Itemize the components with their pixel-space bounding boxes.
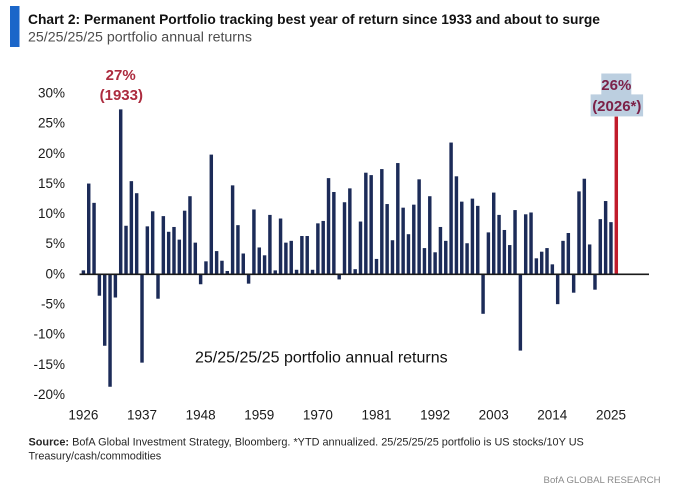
svg-text:-5%: -5% — [41, 297, 65, 312]
svg-text:15%: 15% — [38, 176, 65, 191]
svg-text:2014: 2014 — [537, 408, 568, 423]
svg-text:25%: 25% — [38, 116, 65, 131]
svg-text:1970: 1970 — [303, 408, 333, 423]
svg-text:0%: 0% — [45, 266, 65, 281]
svg-text:26%: 26% — [601, 77, 631, 94]
svg-text:1926: 1926 — [68, 408, 98, 423]
svg-text:10%: 10% — [38, 206, 65, 221]
svg-text:-15%: -15% — [33, 357, 65, 372]
svg-text:1981: 1981 — [361, 408, 391, 423]
svg-text:1937: 1937 — [127, 408, 157, 423]
svg-text:-20%: -20% — [33, 387, 65, 402]
svg-text:1992: 1992 — [420, 408, 450, 423]
svg-text:-10%: -10% — [33, 327, 65, 342]
svg-text:25/25/25/25 portfolio annual r: 25/25/25/25 portfolio annual returns — [195, 350, 448, 367]
svg-text:1959: 1959 — [244, 408, 274, 423]
svg-text:27%: 27% — [106, 67, 136, 84]
svg-text:2025: 2025 — [596, 408, 626, 423]
svg-text:(1933): (1933) — [100, 87, 143, 104]
svg-text:5%: 5% — [45, 236, 65, 251]
svg-text:20%: 20% — [38, 146, 65, 161]
svg-text:Source: BofA Global Investment: Source: BofA Global Investment Strategy,… — [29, 437, 584, 449]
svg-text:25/25/25/25 portfolio annual r: 25/25/25/25 portfolio annual returns — [28, 30, 252, 46]
svg-text:Chart 2: Permanent Portfolio t: Chart 2: Permanent Portfolio tracking be… — [28, 12, 600, 27]
svg-text:(2026*): (2026*) — [592, 98, 641, 115]
svg-text:BofA GLOBAL RESEARCH: BofA GLOBAL RESEARCH — [544, 475, 661, 486]
svg-text:1948: 1948 — [186, 408, 216, 423]
svg-text:2003: 2003 — [479, 408, 509, 423]
svg-text:30%: 30% — [38, 86, 65, 101]
svg-text:Treasury/cash/commodities: Treasury/cash/commodities — [29, 451, 162, 463]
